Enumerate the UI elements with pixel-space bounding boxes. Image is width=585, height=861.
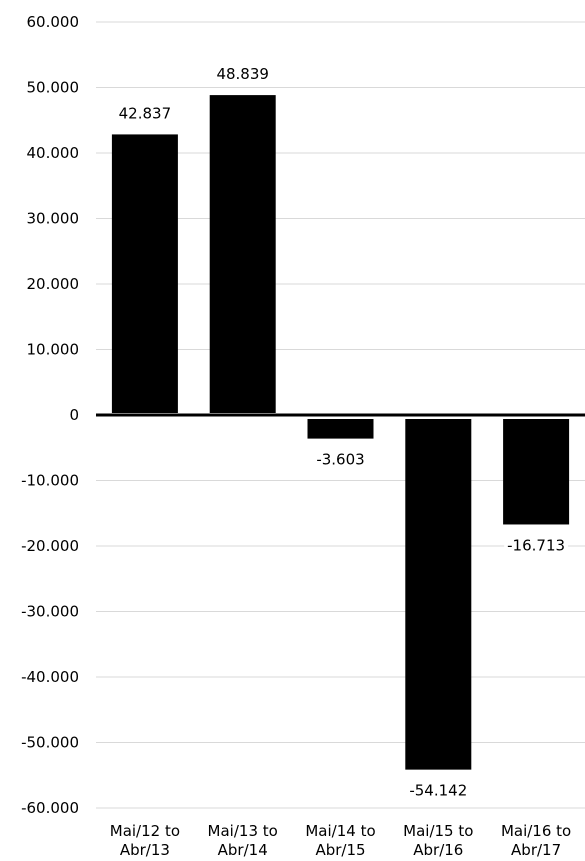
data-label-background (213, 64, 272, 85)
data-label-background (504, 535, 569, 556)
y-tick-label: -50.000 (21, 734, 79, 752)
data-label-background (115, 103, 175, 124)
bars (111, 95, 570, 770)
data-label: -54.142 (409, 782, 467, 800)
data-label: -16.713 (507, 536, 565, 554)
y-tick-label: 40.000 (27, 144, 80, 162)
x-category-label: Mai/13 to (208, 822, 278, 840)
y-tick-label: 10.000 (27, 341, 80, 359)
x-category-label: Abr/15 (315, 841, 365, 859)
y-tick-label: 50.000 (27, 79, 80, 97)
x-category-label: Abr/13 (120, 841, 170, 859)
data-label-background (313, 449, 368, 470)
bar (209, 95, 276, 413)
x-category-label: Mai/16 to (501, 822, 571, 840)
data-label: 42.837 (119, 104, 172, 122)
y-axis-tick-labels: 60.000 50.000 40.000 30.000 20.000 10.000 0 -10… (21, 13, 79, 817)
bar (503, 419, 570, 525)
data-label-background (406, 780, 471, 801)
bar (405, 419, 472, 770)
x-category-label: Mai/14 to (305, 822, 375, 840)
y-tick-label: -20.000 (21, 537, 79, 555)
y-tick-label: 30.000 (27, 210, 80, 228)
data-label: -3.603 (316, 451, 364, 469)
x-category-label: Mai/12 to (110, 822, 180, 840)
x-category-label: Abr/17 (511, 841, 561, 859)
y-tick-label: -10.000 (21, 472, 79, 490)
y-tick-label: 0 (69, 406, 79, 424)
y-tick-label: 20.000 (27, 275, 80, 293)
x-category-label: Abr/14 (218, 841, 268, 859)
x-category-label: Abr/16 (413, 841, 463, 859)
data-labels: 42.837 48.839 -3.603 -54.142 -16.713 (115, 64, 569, 801)
y-tick-label: 60.000 (27, 13, 80, 31)
y-tick-label: -30.000 (21, 603, 79, 621)
bar (307, 419, 374, 439)
y-tick-label: -60.000 (21, 799, 79, 817)
bar (111, 134, 178, 413)
x-category-label: Mai/15 to (403, 822, 473, 840)
y-tick-label: -40.000 (21, 668, 79, 686)
data-label: 48.839 (216, 65, 269, 83)
